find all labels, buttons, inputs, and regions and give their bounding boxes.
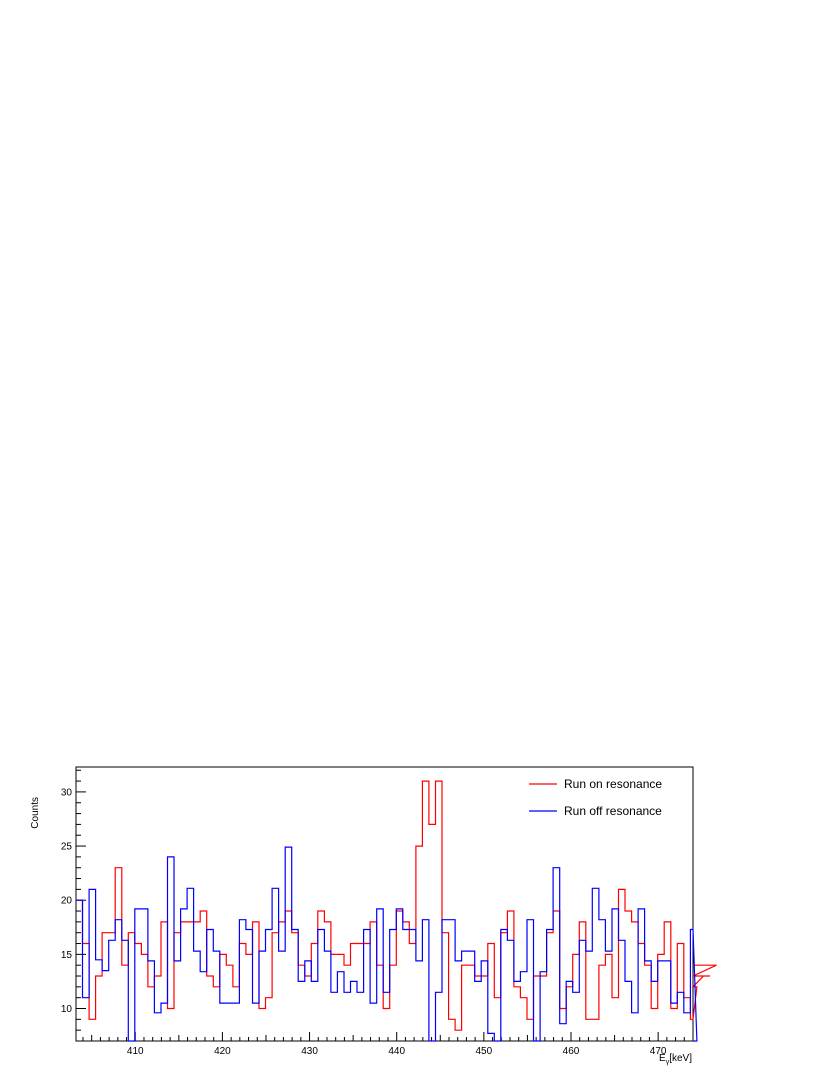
y-tick-label: 10 (61, 1004, 73, 1015)
x-tick-label: 430 (301, 1046, 318, 1057)
y-tick-label: 25 (61, 842, 73, 853)
legend-label-on-resonance: Run on resonance (564, 777, 662, 791)
series-on-resonance-line (76, 780, 717, 1031)
legend: Run on resonance Run off resonance (529, 777, 662, 818)
series-group (76, 780, 717, 1042)
y-tick-label: 30 (61, 787, 73, 798)
legend-label-off-resonance: Run off resonance (564, 804, 662, 818)
x-axis: 410 420 430 440 450 460 470 (82, 1032, 694, 1057)
x-tick-label: 470 (650, 1046, 667, 1057)
y-tick-label: 20 (61, 896, 73, 907)
x-axis-title-main: E (659, 1053, 666, 1064)
x-axis-title: Eγ[keV] (659, 1053, 692, 1066)
y-tick-label: 15 (61, 950, 73, 961)
series-off-resonance-line (76, 846, 698, 1042)
plot-frame (75, 766, 694, 1042)
x-tick-label: 420 (214, 1046, 231, 1057)
x-tick-label: 450 (476, 1046, 493, 1057)
x-tick-label: 410 (127, 1046, 144, 1057)
x-axis-title-sub: γ (666, 1059, 670, 1066)
x-tick-label: 460 (563, 1046, 580, 1057)
x-axis-title-unit: [keV] (669, 1053, 692, 1064)
y-axis-title: Counts (30, 797, 41, 829)
x-tick-label: 440 (388, 1046, 405, 1057)
